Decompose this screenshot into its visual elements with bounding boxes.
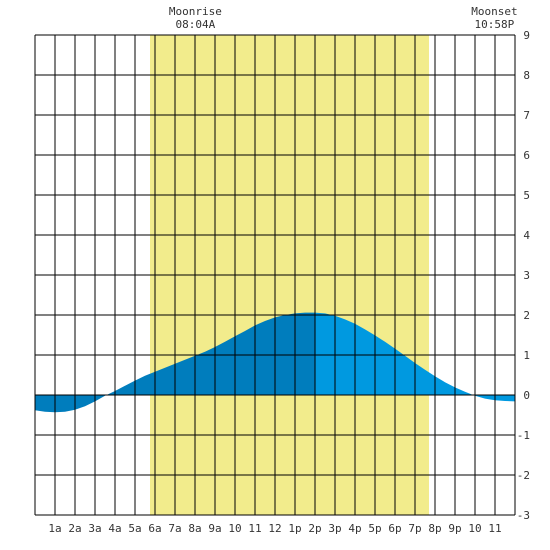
y-tick-label: -3 xyxy=(517,509,530,522)
x-tick-label: 9a xyxy=(208,522,221,535)
tide-area-falling xyxy=(315,312,515,402)
x-tick-label: 2a xyxy=(68,522,81,535)
x-tick-label: 4p xyxy=(348,522,361,535)
moonset-label: Moonset xyxy=(471,5,517,18)
x-tick-label: 3p xyxy=(328,522,341,535)
y-tick-label: 4 xyxy=(523,229,530,242)
y-tick-label: 2 xyxy=(523,309,530,322)
x-tick-label: 1a xyxy=(48,522,61,535)
y-tick-label: 6 xyxy=(523,149,530,162)
y-tick-label: 8 xyxy=(523,69,530,82)
moonrise-time: 08:04A xyxy=(176,18,216,31)
y-tick-label: 9 xyxy=(523,29,530,42)
x-tick-label: 8a xyxy=(188,522,201,535)
x-tick-label: 3a xyxy=(88,522,101,535)
x-tick-label: 6a xyxy=(148,522,161,535)
x-tick-label: 10 xyxy=(468,522,481,535)
x-tick-label: 10 xyxy=(228,522,241,535)
tide-area-rising xyxy=(35,312,315,413)
x-tick-label: 11 xyxy=(248,522,261,535)
x-tick-label: 1p xyxy=(288,522,301,535)
x-tick-label: 5a xyxy=(128,522,141,535)
x-tick-label: 12 xyxy=(268,522,281,535)
y-tick-label: 3 xyxy=(523,269,530,282)
x-tick-label: 2p xyxy=(308,522,321,535)
moonrise-label: Moonrise xyxy=(169,5,222,18)
y-tick-label: -1 xyxy=(517,429,530,442)
y-tick-label: -2 xyxy=(517,469,530,482)
y-tick-label: 7 xyxy=(523,109,530,122)
x-tick-label: 4a xyxy=(108,522,121,535)
y-tick-label: 5 xyxy=(523,189,530,202)
x-tick-label: 7p xyxy=(408,522,421,535)
x-tick-label: 7a xyxy=(168,522,181,535)
x-tick-label: 5p xyxy=(368,522,381,535)
x-tick-label: 8p xyxy=(428,522,441,535)
y-tick-label: 0 xyxy=(523,389,530,402)
x-tick-label: 6p xyxy=(388,522,401,535)
x-tick-label: 11 xyxy=(488,522,501,535)
y-tick-label: 1 xyxy=(523,349,530,362)
moonset-time: 10:58P xyxy=(475,18,515,31)
x-tick-label: 9p xyxy=(448,522,461,535)
